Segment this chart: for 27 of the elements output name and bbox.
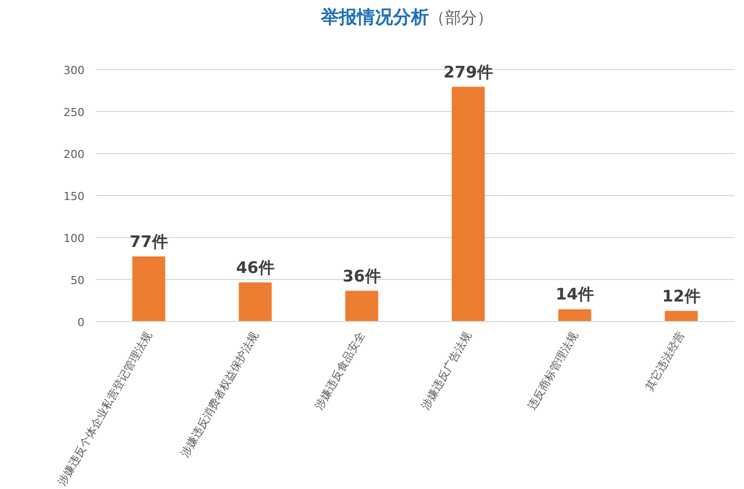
x-tick-label: 涉嫌违反个体企业私营登记管理法规: [55, 329, 154, 488]
y-tick-label: 300: [64, 64, 85, 78]
bar: [664, 310, 698, 322]
data-label: 77件: [130, 232, 168, 251]
x-tick-label: 涉嫌违反食品安全: [312, 329, 368, 412]
bar: [452, 86, 485, 322]
y-tick-label: 50: [70, 274, 85, 288]
data-label: 14件: [556, 284, 594, 304]
chart-title: 举报情况分析: [321, 7, 429, 28]
y-tick-label: 100: [64, 232, 85, 246]
bar: [238, 282, 272, 322]
bar: [558, 309, 592, 322]
x-tick-label: 其它违法经营: [642, 329, 687, 393]
y-tick-label: 0: [78, 316, 84, 329]
y-tick-label: 200: [64, 148, 85, 162]
data-label: 279件: [444, 62, 493, 82]
x-tick-label: 涉嫌违反广告法规: [418, 329, 474, 412]
x-tick-label: 涉嫌违反消费者权益保护法规: [178, 329, 261, 460]
bar: [132, 256, 166, 322]
data-label: 36件: [342, 266, 381, 286]
bar: [345, 290, 378, 322]
chart-subtitle: （部分）: [429, 8, 493, 27]
y-tick-label: 250: [64, 106, 85, 120]
data-label: 46件: [236, 258, 274, 277]
x-tick-label: 违反商标管理法规: [525, 329, 580, 412]
data-label: 12件: [662, 286, 700, 306]
y-tick-label: 150: [64, 190, 85, 204]
